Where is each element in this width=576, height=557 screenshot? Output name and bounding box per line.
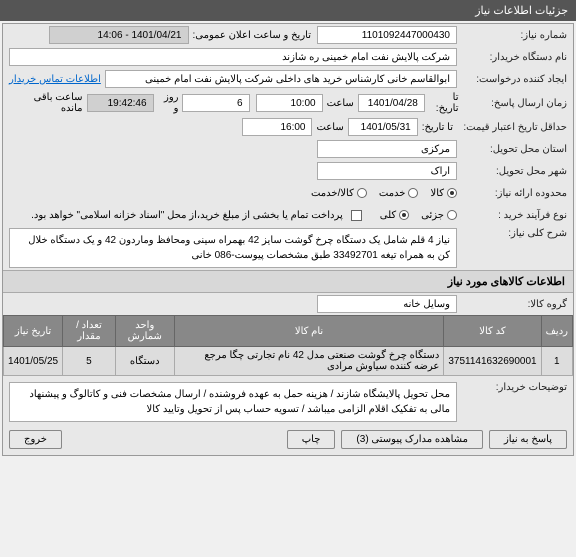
cell-name: دستگاه چرخ گوشت صنعتی مدل 42 نام تجارتی … xyxy=(174,347,444,376)
creator-label: ایجاد کننده درخواست: xyxy=(457,74,567,85)
radio-dot-icon xyxy=(447,188,457,198)
radio-goods-service[interactable]: کالا/خدمت xyxy=(311,188,367,199)
group-label: گروه کالا: xyxy=(457,299,567,310)
col-date: تاریخ نیاز xyxy=(4,316,63,347)
cell-date: 1401/05/25 xyxy=(4,347,63,376)
attachments-button[interactable]: مشاهده مدارک پیوستی (3) xyxy=(341,430,483,449)
remain-label: ساعت باقی مانده xyxy=(13,92,83,114)
reply-until-label: تا تاریخ: xyxy=(429,92,459,114)
cell-unit: دستگاه xyxy=(115,347,174,376)
province-value: مرکزی xyxy=(317,140,457,158)
window-title: جزئیات اطلاعات نیاز xyxy=(0,0,576,21)
creator-value: ابوالقاسم خانی کارشناس خرید های داخلی شر… xyxy=(105,70,457,88)
cell-code: 3751141632690001 xyxy=(444,347,541,376)
days-value: 6 xyxy=(182,94,249,112)
radio-service-label: خدمت xyxy=(379,188,406,199)
days-label: روز و xyxy=(158,92,179,114)
col-code: کد کالا xyxy=(444,316,541,347)
cell-idx: 1 xyxy=(541,347,572,376)
cell-qty: 5 xyxy=(63,347,116,376)
validity-time: 16:00 xyxy=(242,118,312,136)
city-value: اراک xyxy=(317,162,457,180)
announce-value: 1401/04/21 - 14:06 xyxy=(49,26,189,44)
items-table: ردیف کد کالا نام کالا واحد شمارش تعداد /… xyxy=(3,315,573,376)
reply-deadline-label: زمان ارسال پاسخ: xyxy=(462,98,567,109)
radio-partial-label: جزئی xyxy=(421,210,444,221)
radio-dot-icon xyxy=(447,210,457,220)
radio-total[interactable]: کلی xyxy=(380,210,409,221)
col-unit: واحد شمارش xyxy=(115,316,174,347)
radio-dot-icon xyxy=(357,188,367,198)
purchase-type-label: نوع فرآیند خرید : xyxy=(457,210,567,221)
radio-goods-label: کالا xyxy=(430,188,444,199)
need-number-value: 1101092447000430 xyxy=(317,26,457,44)
treasury-checkbox[interactable] xyxy=(351,210,362,221)
group-value: وسایل خانه xyxy=(317,295,457,313)
payment-note: پرداخت تمام یا بخشی از مبلغ خرید،از محل … xyxy=(31,210,343,221)
validity-until-label: تا تاریخ: xyxy=(422,122,453,133)
table-row[interactable]: 1 3751141632690001 دستگاه چرخ گوشت صنعتی… xyxy=(4,347,573,376)
contact-link[interactable]: اطلاعات تماس خریدار xyxy=(9,74,101,85)
desc-label: شرح کلی نیاز: xyxy=(457,228,567,239)
need-number-label: شماره نیاز: xyxy=(457,30,567,41)
radio-dot-icon xyxy=(408,188,418,198)
radio-goods-service-label: کالا/خدمت xyxy=(311,188,354,199)
buyer-notes-text: محل تحویل پالایشگاه شازند / هزینه حمل به… xyxy=(9,382,457,422)
announce-label: تاریخ و ساعت اعلان عمومی: xyxy=(193,30,312,41)
buyer-label: نام دستگاه خریدار: xyxy=(457,52,567,63)
col-idx: ردیف xyxy=(541,316,572,347)
reply-date: 1401/04/28 xyxy=(358,94,425,112)
print-button[interactable]: چاپ xyxy=(287,430,336,449)
reply-button[interactable]: پاسخ به نیاز xyxy=(489,430,567,449)
close-button[interactable]: خروج xyxy=(9,430,62,449)
col-qty: تعداد / مقدار xyxy=(63,316,116,347)
province-label: استان محل تحویل: xyxy=(457,144,567,155)
form-container: شماره نیاز: 1101092447000430 تاریخ و ساع… xyxy=(2,23,574,456)
validity-time-label: ساعت xyxy=(316,122,343,133)
validity-label: حداقل تاریخ اعتبار قیمت: xyxy=(457,122,567,133)
section-title: اطلاعات کالاهای مورد نیاز xyxy=(3,270,573,293)
radio-service[interactable]: خدمت xyxy=(379,188,419,199)
radio-total-label: کلی xyxy=(380,210,396,221)
footer-buttons: پاسخ به نیاز مشاهده مدارک پیوستی (3) چاپ… xyxy=(3,424,573,455)
buyer-value: شرکت پالایش نفت امام خمینی ره شازند xyxy=(9,48,457,66)
col-name: نام کالا xyxy=(174,316,444,347)
radio-goods[interactable]: کالا xyxy=(430,188,457,199)
buyer-notes-label: توضیحات خریدار: xyxy=(457,382,567,393)
remain-time: 19:42:46 xyxy=(87,94,154,112)
radio-dot-icon xyxy=(399,210,409,220)
radio-partial[interactable]: جزئی xyxy=(421,210,457,221)
reply-time: 10:00 xyxy=(256,94,323,112)
need-limit-label: محدوده ارائه نیاز: xyxy=(457,188,567,199)
reply-time-label: ساعت xyxy=(327,98,354,109)
city-label: شهر محل تحویل: xyxy=(457,166,567,177)
validity-date: 1401/05/31 xyxy=(348,118,418,136)
desc-text: نیاز 4 قلم شامل یک دستگاه چرخ گوشت سایز … xyxy=(9,228,457,268)
